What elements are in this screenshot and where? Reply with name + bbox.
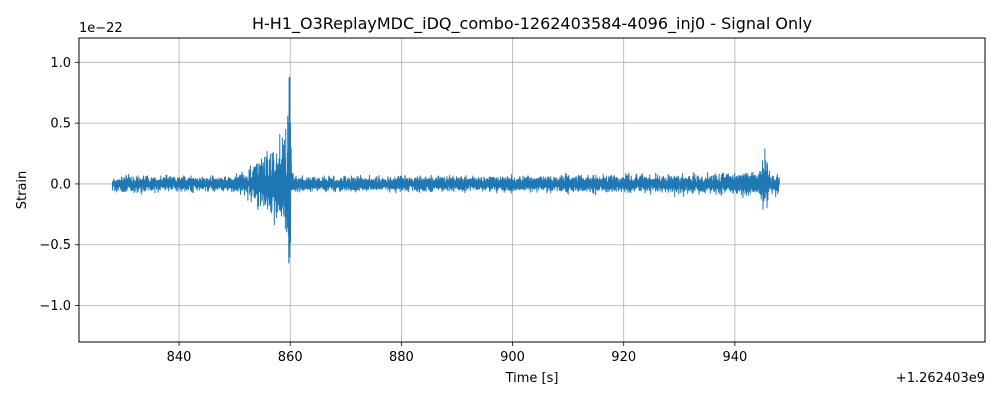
x-axis-ticks: 840 860 880 900 920 940 — [167, 342, 747, 365]
x-tick-label: 940 — [722, 350, 747, 365]
plot-frame — [78, 37, 986, 343]
x-tick-label: 880 — [389, 350, 414, 365]
y-tick-label: −1.0 — [39, 299, 71, 314]
x-tick-label: 840 — [167, 350, 192, 365]
x-tick-label: 900 — [500, 350, 525, 365]
y-tick-label: 1.0 — [50, 56, 71, 71]
y-tick-label: −0.5 — [39, 238, 71, 253]
y-scale-label: 1e−22 — [79, 21, 123, 36]
y-axis-ticks: −1.0 −0.5 0.0 0.5 1.0 — [39, 56, 79, 314]
y-axis-label: Strain — [15, 171, 30, 210]
x-axis-label: Time [s] — [505, 371, 559, 386]
x-offset-label: +1.262403e9 — [896, 371, 985, 386]
x-tick-label: 860 — [278, 350, 303, 365]
x-tick-label: 920 — [611, 350, 636, 365]
y-tick-label: 0.5 — [50, 117, 71, 132]
y-tick-label: 0.0 — [50, 177, 71, 192]
chart-title: H-H1_O3ReplayMDC_iDQ_combo-1262403584-40… — [252, 14, 812, 34]
series-line-strain — [111, 76, 780, 264]
